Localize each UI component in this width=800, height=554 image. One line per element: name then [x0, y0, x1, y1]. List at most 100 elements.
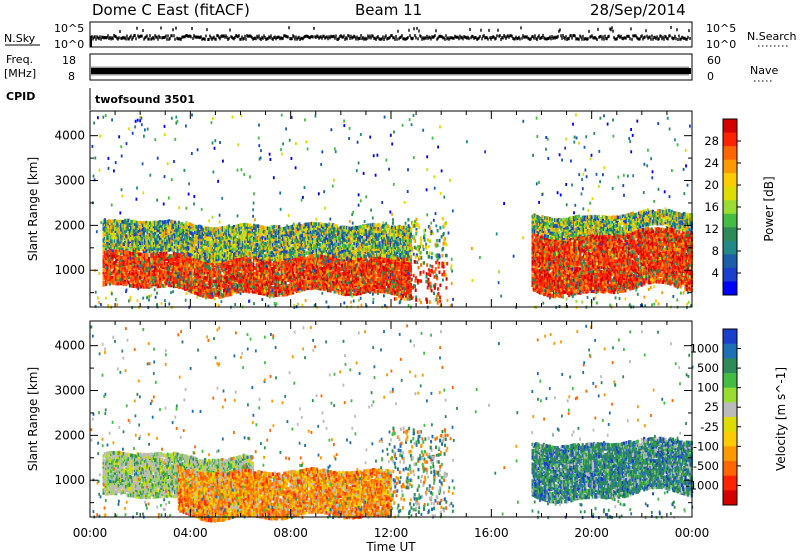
data-cell [152, 276, 155, 281]
data-cell [285, 290, 288, 295]
data-cell [231, 275, 234, 279]
nave-tick-top: 60 [707, 54, 721, 67]
data-cell [278, 267, 281, 271]
data-cell [196, 284, 199, 288]
data-cell [286, 262, 290, 266]
data-cell [118, 278, 121, 282]
data-cell [250, 275, 253, 280]
data-cell [270, 285, 273, 290]
data-cell [214, 271, 217, 275]
data-cell [184, 284, 187, 289]
data-cell [219, 264, 222, 268]
data-cell [199, 287, 202, 291]
data-cell [278, 285, 281, 289]
data-cell [204, 264, 207, 268]
data-cell [279, 287, 282, 291]
data-cell [260, 283, 263, 288]
data-cell [248, 263, 251, 268]
data-cell [189, 265, 192, 269]
data-cell [186, 284, 189, 288]
data-cell [205, 262, 208, 267]
data-cell [107, 257, 110, 262]
data-cell [140, 268, 143, 273]
data-cell [182, 282, 185, 287]
data-cell [211, 279, 214, 283]
data-cell [266, 290, 269, 295]
data-cell [140, 281, 143, 286]
data-cell [197, 290, 201, 295]
data-cell [271, 267, 275, 271]
data-cell [111, 259, 114, 264]
data-cell [222, 277, 226, 282]
data-cell [182, 258, 185, 263]
data-cell [181, 264, 184, 268]
data-cell [263, 268, 266, 272]
data-cell [164, 269, 167, 274]
data-cell [240, 260, 243, 265]
data-cell [233, 281, 236, 285]
data-cell [102, 250, 105, 254]
data-cell [284, 260, 287, 264]
data-cell [152, 266, 155, 271]
data-cell [219, 270, 222, 274]
data-cell [105, 272, 108, 276]
data-cell [274, 283, 277, 287]
data-cell [152, 268, 155, 273]
data-cell [154, 258, 157, 263]
data-cell [171, 264, 174, 268]
data-cell [278, 275, 281, 280]
data-cell [265, 262, 268, 266]
data-cell [159, 254, 162, 258]
data-cell [105, 259, 108, 264]
data-cell [294, 279, 297, 284]
data-cell [103, 218, 106, 222]
data-cell [224, 273, 227, 277]
data-cell [204, 266, 207, 270]
data-cell [224, 275, 227, 280]
data-cell [118, 263, 121, 268]
data-cell [135, 268, 138, 273]
data-cell [145, 279, 148, 284]
data-cell [285, 286, 288, 290]
data-cell [175, 268, 178, 272]
data-cell [143, 259, 147, 263]
data-cell [281, 269, 285, 273]
data-cell [231, 271, 234, 276]
freq-label: Freq. [6, 53, 33, 66]
data-cell [112, 265, 115, 269]
data-cell [221, 294, 224, 298]
data-cell [150, 257, 153, 261]
data-cell [255, 262, 258, 267]
data-cell [123, 256, 127, 261]
data-cell [182, 253, 185, 258]
data-cell [195, 261, 198, 266]
data-cell [246, 265, 249, 269]
data-cell [108, 272, 111, 276]
data-cell [261, 263, 264, 267]
data-cell [116, 257, 119, 261]
data-cell [115, 277, 118, 282]
data-cell [374, 277, 377, 282]
data-cell [276, 283, 280, 287]
data-cell [189, 287, 192, 291]
data-cell [211, 273, 214, 278]
data-cell [244, 277, 247, 281]
data-cell [131, 251, 134, 256]
data-cell [197, 270, 201, 274]
data-cell [194, 285, 197, 289]
data-cell [190, 261, 193, 266]
data-cell [285, 270, 288, 274]
data-cell [159, 280, 162, 284]
data-cell [159, 274, 162, 278]
data-cell [196, 268, 199, 272]
data-cell [204, 294, 207, 299]
data-cell [137, 254, 140, 258]
data-cell [283, 280, 286, 284]
data-cell [107, 253, 110, 258]
data-cell [222, 284, 226, 288]
data-cell [209, 287, 212, 291]
data-cell [147, 259, 150, 263]
data-cell [244, 269, 247, 273]
data-cell [251, 267, 254, 272]
data-cell [159, 262, 162, 266]
